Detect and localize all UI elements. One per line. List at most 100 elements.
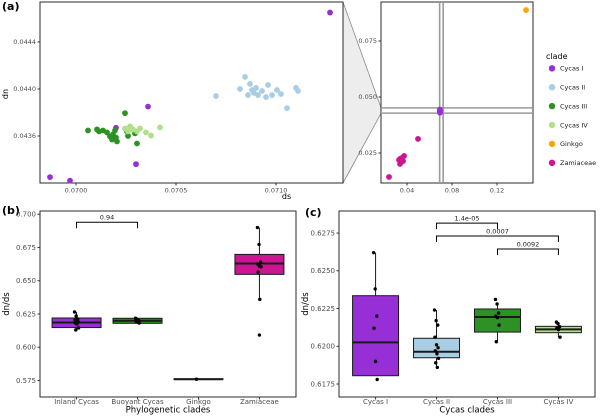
scatter-point-cycas-ii bbox=[265, 82, 271, 88]
boxplot-buoyant-cycas bbox=[112, 316, 163, 325]
data-point bbox=[371, 250, 376, 255]
scatter-point-cycas-iii bbox=[85, 127, 91, 134]
x-tick-label: Cycas IV bbox=[543, 398, 573, 406]
data-point bbox=[434, 361, 438, 365]
data-point bbox=[259, 265, 263, 269]
legend-swatch bbox=[548, 102, 556, 110]
data-point bbox=[257, 242, 261, 247]
x-tick-label: Ginkgo bbox=[186, 398, 211, 406]
x-tick-label: Zamiaceae bbox=[240, 398, 279, 406]
legend-label: Cycas I bbox=[560, 65, 583, 73]
significance-bracket: 0.0092 bbox=[496, 241, 559, 256]
boxplot-ginkgo bbox=[173, 377, 224, 381]
scatter-point-cycas-iii bbox=[122, 110, 128, 117]
scatter-point-cycas-ii bbox=[284, 105, 290, 112]
boxplot-cycas-ii bbox=[413, 308, 461, 370]
y-tick-label: 0.6175 bbox=[311, 380, 336, 388]
legend-entry-cycas-iii: Cycas III bbox=[548, 102, 587, 110]
legend-entry-cycas-ii: Cycas II bbox=[548, 84, 585, 92]
data-point bbox=[556, 327, 561, 332]
panel-b-label: (b) bbox=[2, 204, 20, 217]
axis-title-y: dn/ds bbox=[2, 292, 12, 316]
y-tick-label: 0.600 bbox=[16, 344, 36, 352]
x-tick-label: 0.0710 bbox=[265, 187, 288, 195]
legend-entry-zamiaceae: Zamiaceae bbox=[548, 159, 596, 167]
y-tick-label: 0.0444 bbox=[13, 38, 36, 46]
data-point bbox=[494, 340, 498, 344]
data-point bbox=[372, 326, 376, 330]
legend: clade Cycas I Cycas II Cycas III Cycas IV Gin… bbox=[546, 52, 596, 167]
panel-c-label: (c) bbox=[305, 206, 322, 219]
legend-entry-cycas-i: Cycas I bbox=[548, 65, 583, 73]
bracket-label: 0.0092 bbox=[517, 241, 540, 249]
data-point bbox=[436, 346, 440, 350]
scatter-point-cycas-ii bbox=[253, 85, 259, 91]
y-tick-label: 0.6225 bbox=[311, 305, 336, 313]
scatter-point-cycas-iii bbox=[104, 129, 110, 136]
x-tick-label: 0.0705 bbox=[165, 187, 188, 195]
y-tick-label: 0.025 bbox=[358, 149, 377, 157]
axis-title-y: dn/ds bbox=[301, 292, 311, 316]
y-tick-label: 0.075 bbox=[358, 37, 377, 45]
data-point bbox=[258, 260, 263, 264]
box bbox=[473, 308, 521, 333]
y-tick-label: 0.0436 bbox=[13, 132, 36, 140]
data-point bbox=[436, 356, 441, 361]
data-point bbox=[433, 349, 438, 353]
significance-bracket: 0.94 bbox=[76, 214, 139, 229]
data-point bbox=[434, 318, 438, 323]
scatter-point-cycas-ii bbox=[213, 93, 219, 99]
outlier-point bbox=[257, 333, 262, 337]
zoom-connector bbox=[342, 1, 382, 184]
scatter-point-cycas-i bbox=[47, 174, 53, 181]
boxplot-cycas-iv bbox=[534, 320, 582, 339]
scatter-point-cycas-ii bbox=[245, 92, 251, 98]
data-point bbox=[556, 321, 560, 326]
legend-label: Cycas IV bbox=[560, 121, 588, 129]
scatter-point-cycas-ii bbox=[263, 94, 269, 100]
y-tick-label: 0.6275 bbox=[311, 229, 336, 237]
boxplot-cycas-i bbox=[352, 250, 400, 382]
legend-swatch bbox=[548, 121, 556, 129]
scatter-point-cycas-iv bbox=[157, 124, 163, 131]
data-point bbox=[255, 225, 260, 230]
scatter-point-cycas-ii bbox=[269, 92, 275, 98]
scatter-point-cycas-iii bbox=[134, 140, 140, 147]
data-point bbox=[435, 352, 439, 356]
scatter-point-zamiaceae bbox=[386, 174, 392, 180]
y-tick-label: 0.6200 bbox=[311, 343, 336, 351]
legend-swatch bbox=[548, 84, 556, 91]
scatter-point-cycas-ii bbox=[255, 92, 261, 98]
scatter-point-cycas-i bbox=[436, 107, 443, 114]
scatter-point-cycas-ii bbox=[259, 88, 265, 94]
x-tick-label: Buoyant Cycas bbox=[111, 398, 164, 406]
data-point bbox=[435, 365, 440, 370]
x-tick-label: 0.0700 bbox=[65, 187, 88, 195]
axis-title-ds: ds bbox=[282, 192, 291, 201]
panel-c: 0.6175 0.6200 0.6225 0.6250 0.6275 Cycas I Cyc… bbox=[301, 210, 596, 416]
scatter-point-cycas-i bbox=[67, 177, 73, 184]
data-point bbox=[432, 308, 437, 312]
legend-entry-ginkgo: Ginkgo bbox=[548, 140, 583, 148]
data-point bbox=[258, 297, 262, 302]
x-tick-label: Inland Cycas bbox=[54, 398, 99, 406]
significance-bracket: 0.0007 bbox=[436, 228, 559, 243]
scatter-point-zamiaceae bbox=[398, 157, 405, 164]
x-tick-label: 0.08 bbox=[445, 187, 459, 195]
scatter-point-cycas-iii bbox=[112, 127, 118, 134]
legend-label: Zamiaceae bbox=[560, 159, 596, 167]
data-point bbox=[557, 324, 562, 329]
bracket-label: 1.4e-05 bbox=[455, 215, 480, 223]
bracket-label: 0.0007 bbox=[486, 228, 509, 236]
data-point bbox=[74, 328, 78, 332]
data-point bbox=[375, 377, 379, 382]
data-point bbox=[373, 359, 378, 364]
legend-entry-cycas-iv: Cycas IV bbox=[548, 121, 588, 129]
axis-title-dn: dn bbox=[1, 89, 10, 99]
y-tick-label: 0.700 bbox=[16, 211, 36, 219]
data-point bbox=[558, 335, 562, 339]
data-point bbox=[493, 297, 498, 302]
panel-a_main: 0.0700 0.0705 0.0710 0.0436 0.0440 0.0444 bbox=[13, 1, 344, 195]
data-point bbox=[373, 287, 377, 291]
